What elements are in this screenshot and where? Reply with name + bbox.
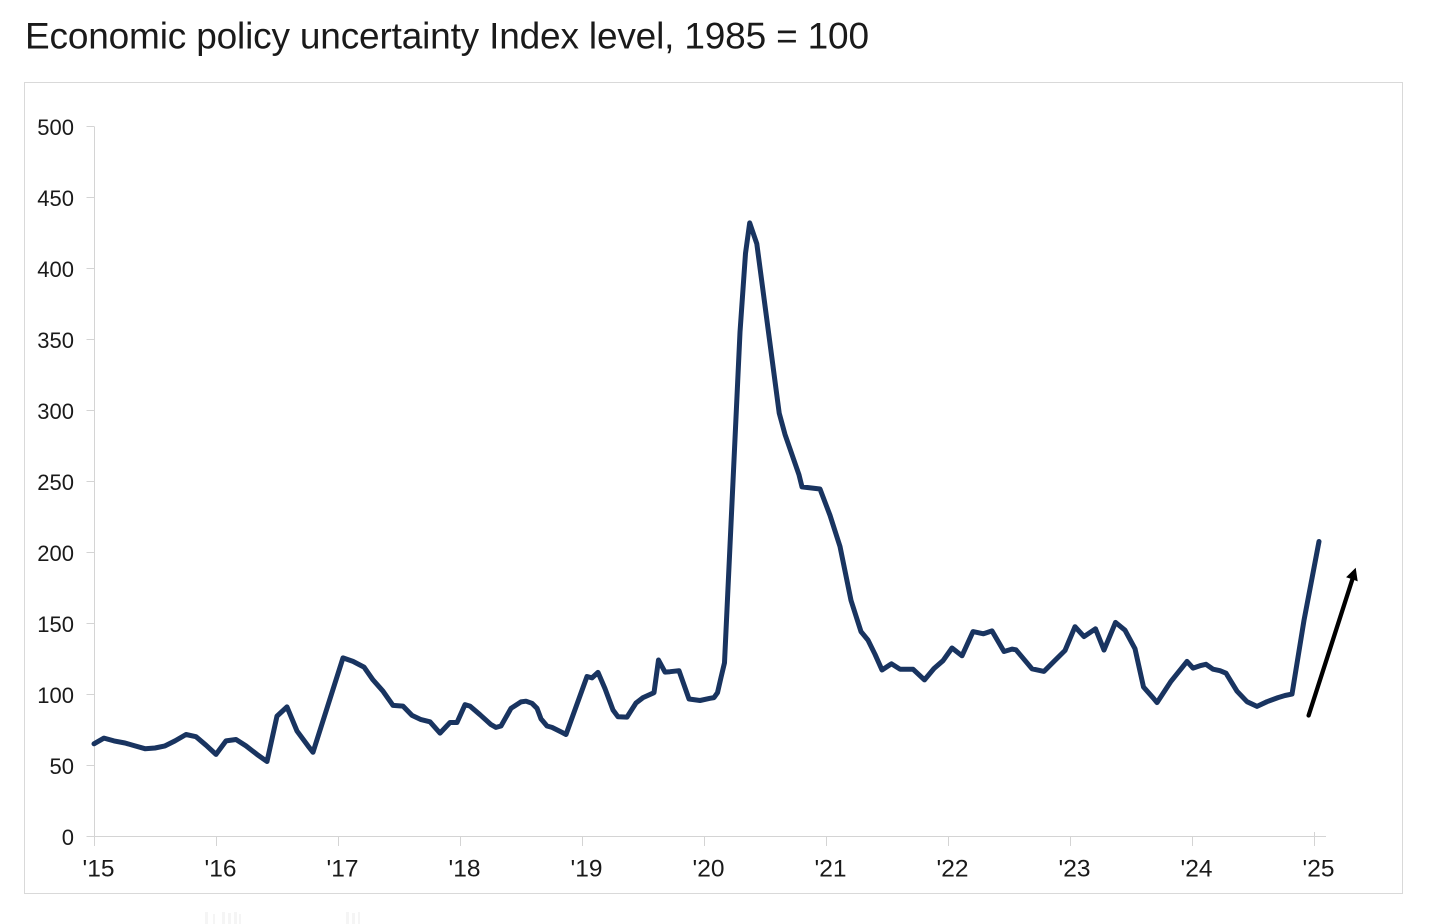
svg-text:250: 250 <box>37 470 74 495</box>
svg-text:0: 0 <box>62 825 74 850</box>
svg-text:'24: '24 <box>1181 856 1213 883</box>
svg-text:'17: '17 <box>327 856 359 883</box>
svg-text:100: 100 <box>37 683 74 708</box>
svg-text:150: 150 <box>37 612 74 637</box>
svg-text:500: 500 <box>37 115 74 140</box>
svg-text:'25: '25 <box>1303 856 1335 883</box>
svg-text:'22: '22 <box>937 856 969 883</box>
svg-text:50: 50 <box>50 754 74 779</box>
svg-text:'20: '20 <box>693 856 725 883</box>
svg-text:'19: '19 <box>571 856 603 883</box>
svg-text:'15: '15 <box>83 856 115 883</box>
svg-text:'21: '21 <box>815 856 847 883</box>
svg-text:Economic policy uncertainty In: Economic policy uncertainty Index level,… <box>25 16 869 57</box>
svg-text:'18: '18 <box>449 856 481 883</box>
svg-text:400: 400 <box>37 257 74 282</box>
svg-text:'23: '23 <box>1059 856 1091 883</box>
svg-text:'16: '16 <box>205 856 237 883</box>
svg-text:300: 300 <box>37 399 74 424</box>
svg-text:200: 200 <box>37 541 74 566</box>
svg-text:350: 350 <box>37 328 74 353</box>
svg-text:450: 450 <box>37 186 74 211</box>
